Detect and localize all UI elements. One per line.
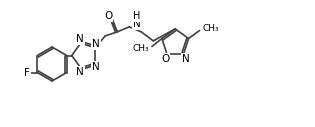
Text: O: O (161, 54, 169, 64)
Text: N: N (76, 67, 83, 77)
Text: N: N (133, 19, 141, 29)
Text: H: H (133, 11, 140, 21)
Text: CH₃: CH₃ (132, 44, 149, 53)
Text: CH₃: CH₃ (203, 24, 219, 33)
Text: N: N (92, 62, 100, 72)
Text: O: O (104, 11, 112, 21)
Text: N: N (181, 54, 189, 64)
Text: N: N (76, 34, 83, 44)
Text: N: N (92, 39, 100, 49)
Text: F: F (24, 67, 30, 77)
